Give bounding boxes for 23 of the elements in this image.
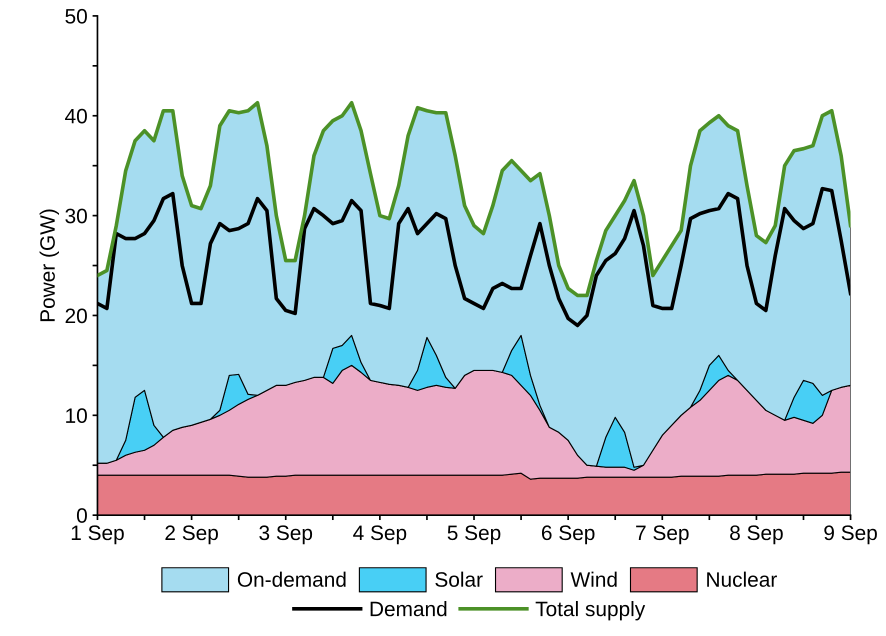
x-tick-label: 3 Sep <box>259 525 312 544</box>
legend-label: Total supply <box>536 601 646 620</box>
x-tick-label: 9 Sep <box>824 525 877 544</box>
legend-label: On-demand <box>238 572 346 587</box>
x-tick-label: 4 Sep <box>353 525 406 544</box>
y-tick-label: 20 <box>66 308 87 324</box>
legend-label: Wind <box>570 572 617 587</box>
x-tick-label: 8 Sep <box>730 525 783 544</box>
line-series <box>97 100 851 298</box>
legend-label: Demand <box>370 601 446 616</box>
x-tick-label: 1 Sep <box>72 525 124 544</box>
y-axis-title: Power (GW) <box>40 210 59 322</box>
legend-label: Nuclear <box>707 572 777 587</box>
y-tick-label: 10 <box>66 408 87 424</box>
x-tick-label: 5 Sep <box>448 525 500 544</box>
y-tick-label: 50 <box>65 8 87 24</box>
y-tick-label: 30 <box>65 208 87 224</box>
x-tick-label: 7 Sep <box>636 525 689 544</box>
y-tick-label: 40 <box>65 108 87 124</box>
legend-label: Solar <box>435 572 483 587</box>
x-tick-label: 2 Sep <box>165 525 218 544</box>
y-tick-label: 0 <box>76 508 87 523</box>
x-tick-label: 6 Sep <box>542 525 594 544</box>
